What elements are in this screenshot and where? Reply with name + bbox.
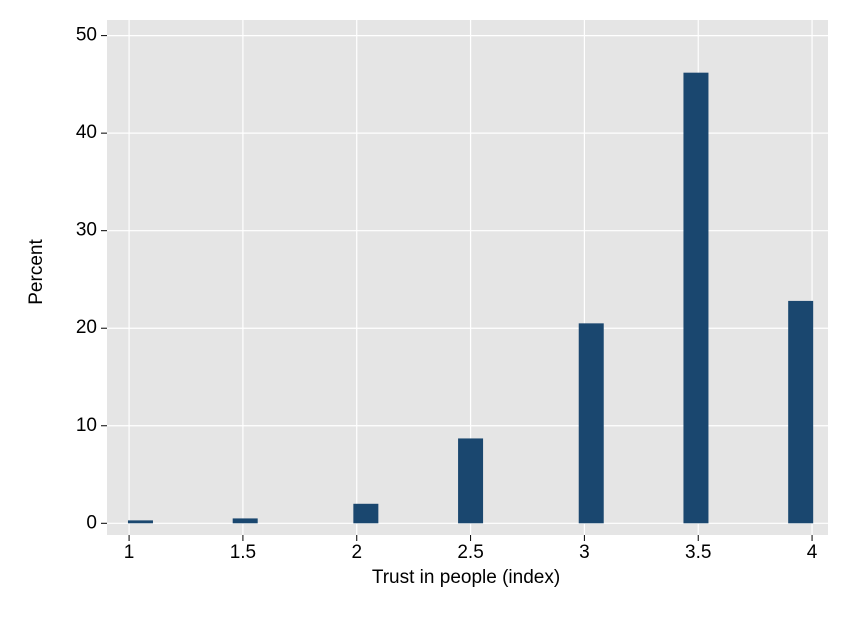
bar <box>353 503 379 524</box>
bar <box>232 518 258 524</box>
bar <box>788 300 814 524</box>
x-tick-label: 1 <box>124 542 135 563</box>
x-tick-label: 1.5 <box>230 542 256 563</box>
y-tick-label: 40 <box>76 122 97 143</box>
y-axis-label: Percent <box>26 239 47 305</box>
x-tick-label: 3.5 <box>685 542 711 563</box>
bar <box>458 438 484 524</box>
x-axis-label: Trust in people (index) <box>372 567 560 588</box>
x-tick-label: 4 <box>807 542 818 563</box>
y-tick-label: 20 <box>76 317 97 338</box>
bar <box>578 323 604 524</box>
y-tick-label: 50 <box>76 25 97 46</box>
x-tick-label: 3 <box>579 542 590 563</box>
bar <box>683 72 709 524</box>
x-tick-label: 2 <box>351 542 362 563</box>
y-tick-label: 30 <box>76 220 97 241</box>
y-tick-label: 0 <box>86 512 97 533</box>
bar <box>127 520 153 524</box>
x-tick-label: 2.5 <box>457 542 483 563</box>
y-tick-label: 10 <box>76 415 97 436</box>
